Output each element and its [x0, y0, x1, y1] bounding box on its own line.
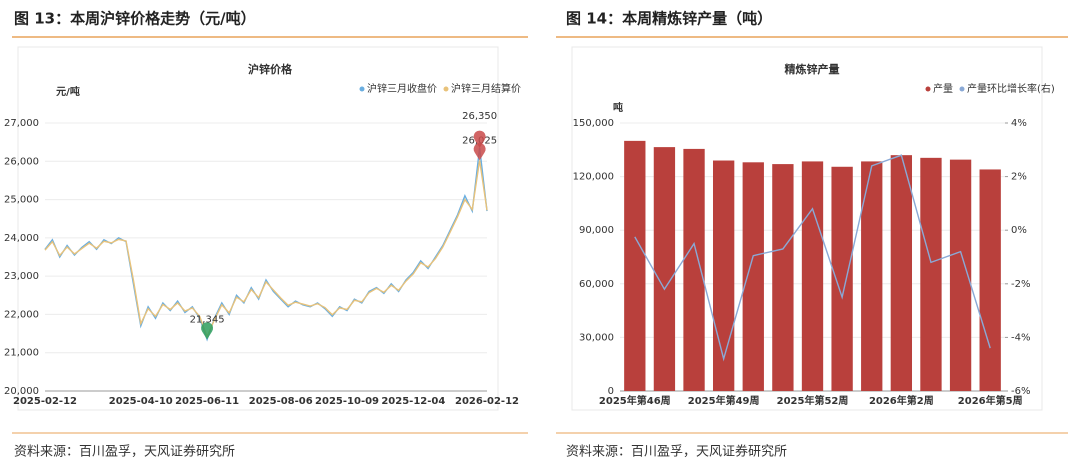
y2-tick-label: -4% — [1011, 332, 1030, 343]
y-tick-label: 23,000 — [4, 271, 39, 282]
y-tick-label: 24,000 — [4, 233, 39, 244]
y2-tick-label: 2% — [1011, 172, 1027, 183]
y2-tick-label: -2% — [1011, 279, 1030, 290]
legend-swatch — [925, 86, 931, 92]
y-tick-label: 30,000 — [579, 332, 614, 343]
bar — [949, 159, 972, 391]
annotation-label: 26,350 — [462, 111, 497, 122]
y-tick-label: 120,000 — [573, 172, 614, 183]
bar — [831, 166, 853, 391]
x-tick-label: 2025年第52周 — [777, 394, 849, 407]
bar — [742, 162, 764, 391]
legend-label: 产量环比增长率(右) — [967, 82, 1055, 95]
x-tick-label: 2025年第46周 — [599, 394, 671, 407]
bar — [624, 140, 646, 391]
x-tick-label: 2025-08-06 — [249, 396, 313, 407]
bar — [712, 160, 735, 391]
bar — [801, 161, 824, 391]
source: 资料来源：百川盈孚，天风证券研究所 — [14, 444, 235, 460]
chart-title: 沪锌价格 — [248, 62, 293, 76]
x-tick-label: 2025-04-10 — [109, 396, 173, 407]
y-tick-label: 21,000 — [4, 348, 39, 359]
y-tick-label: 26,000 — [4, 156, 39, 167]
y-tick-label: 60,000 — [579, 279, 614, 290]
bar — [979, 169, 1001, 391]
line — [44, 160, 488, 339]
legend-label: 产量 — [933, 82, 953, 95]
x-tick-label: 2025-02-12 — [13, 396, 77, 407]
legend-swatch — [443, 86, 449, 92]
annotation-label: 21,345 — [190, 315, 225, 326]
line — [44, 147, 488, 342]
annotation-pin — [473, 130, 486, 148]
y2-tick-label: -6% — [1011, 386, 1030, 397]
y-tick-label: 90,000 — [579, 225, 614, 236]
x-tick-label: 2026年第2周 — [869, 394, 934, 407]
figure-caption: 图 14：本周精炼锌产量（吨） — [566, 10, 772, 28]
x-tick-label: 2025年第49周 — [688, 394, 760, 407]
bar — [890, 155, 913, 391]
figure-caption: 图 13：本周沪锌价格走势（元/吨） — [14, 10, 256, 28]
x-tick-label: 2025-10-09 — [315, 396, 379, 407]
bar — [653, 147, 676, 391]
bar — [772, 164, 794, 391]
chart-title: 精炼锌产量 — [785, 62, 840, 76]
legend-swatch — [359, 86, 365, 92]
line — [634, 154, 991, 362]
x-tick-label: 2026年第5周 — [958, 394, 1023, 407]
y-unit: 元/吨 — [56, 85, 80, 98]
x-tick-label: 2026-02-12 — [455, 396, 519, 407]
legend-label: 沪锌三月收盘价 — [367, 82, 437, 95]
y2-tick-label: 4% — [1011, 118, 1027, 129]
y2-tick-label: 0% — [1011, 225, 1027, 236]
legend-swatch — [959, 86, 965, 92]
legend-label: 沪锌三月结算价 — [451, 82, 521, 95]
y-tick-label: 27,000 — [4, 118, 39, 129]
chart-frame — [571, 46, 1043, 411]
annotation-pin — [473, 143, 486, 161]
chart-frame — [17, 46, 499, 411]
x-tick-label: 2025-12-04 — [381, 396, 445, 407]
bar — [861, 161, 883, 391]
y-tick-label: 150,000 — [573, 118, 614, 129]
y-unit: 吨 — [613, 101, 623, 114]
bar — [683, 148, 705, 391]
bar — [920, 157, 942, 391]
y-tick-label: 22,000 — [4, 309, 39, 320]
source: 资料来源：百川盈孚，天风证券研究所 — [566, 444, 787, 460]
y-tick-label: 0 — [608, 386, 614, 397]
y-tick-label: 20,000 — [4, 386, 39, 397]
y-tick-label: 25,000 — [4, 195, 39, 206]
x-tick-label: 2025-06-11 — [175, 396, 239, 407]
annotation-pin — [201, 322, 214, 340]
